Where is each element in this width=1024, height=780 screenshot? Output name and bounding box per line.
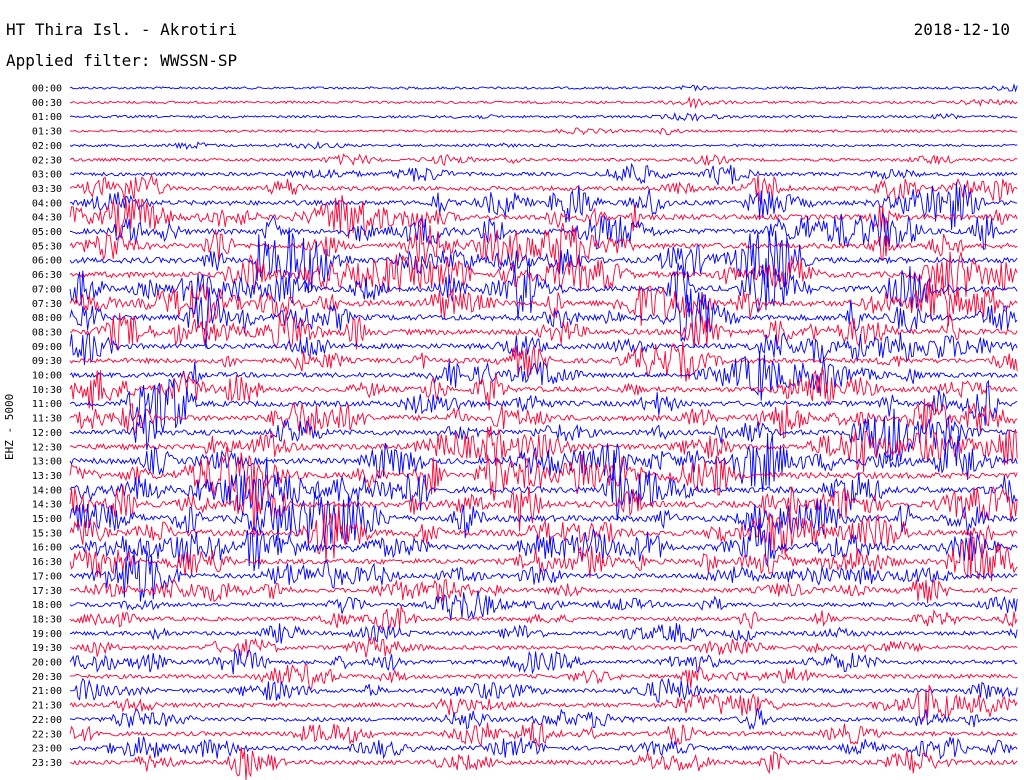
trace-group xyxy=(69,83,1018,780)
row-time-label: 02:30 xyxy=(32,155,62,166)
trace-line xyxy=(69,287,1018,349)
trace-line xyxy=(69,173,1018,206)
row-time-label: 07:30 xyxy=(32,299,62,310)
trace-line xyxy=(69,523,1018,572)
trace-line xyxy=(69,258,1018,320)
trace-line xyxy=(69,663,1018,691)
row-time-label: 22:30 xyxy=(32,729,62,740)
row-time-label: 08:30 xyxy=(32,327,62,338)
date-label: 2018-12-10 xyxy=(913,20,1010,39)
trace-line xyxy=(69,605,1018,630)
row-time-label: 15:30 xyxy=(32,528,62,539)
row-time-label: 12:00 xyxy=(32,428,62,439)
row-time-label: 01:00 xyxy=(32,112,62,123)
trace-line xyxy=(69,227,1018,294)
row-time-label: 16:00 xyxy=(32,543,62,554)
row-time-label: 06:00 xyxy=(32,256,62,267)
row-time-label: 23:30 xyxy=(32,758,62,769)
trace-line xyxy=(69,350,1018,401)
trace-line xyxy=(69,474,1018,538)
trace-line xyxy=(69,491,1018,547)
trace-line xyxy=(69,398,1018,440)
trace-line xyxy=(69,332,1018,365)
row-time-label: 15:00 xyxy=(32,514,62,525)
trace-line xyxy=(69,211,1018,251)
row-time-label: 10:00 xyxy=(32,371,62,382)
trace-line xyxy=(69,648,1018,675)
trace-line xyxy=(69,195,1018,239)
trace-line xyxy=(69,95,1018,110)
trace-line xyxy=(69,406,1018,464)
row-time-label: 16:30 xyxy=(32,557,62,568)
trace-line xyxy=(69,457,1018,521)
row-time-label: 13:30 xyxy=(32,471,62,482)
row-time-label: 00:00 xyxy=(32,84,62,95)
station-title: HT Thira Isl. - Akrotiri xyxy=(6,20,238,39)
row-time-label: 11:00 xyxy=(32,399,62,410)
trace-line xyxy=(69,590,1018,621)
trace-line xyxy=(69,367,1018,411)
row-time-label: 06:30 xyxy=(32,270,62,281)
trace-line xyxy=(69,503,1018,564)
row-time-label: 00:30 xyxy=(32,98,62,109)
row-time-label: 02:00 xyxy=(32,141,62,152)
trace-line xyxy=(69,341,1018,382)
row-time-label: 12:30 xyxy=(32,442,62,453)
row-time-label: 19:00 xyxy=(32,629,62,640)
row-time-label: 01:30 xyxy=(32,127,62,138)
row-time-label: 18:30 xyxy=(32,614,62,625)
trace-line xyxy=(69,181,1018,230)
row-time-label: 22:00 xyxy=(32,715,62,726)
trace-line xyxy=(69,623,1018,644)
trace-line xyxy=(69,83,1018,93)
row-time-label: 05:00 xyxy=(32,227,62,238)
trace-line xyxy=(69,636,1018,658)
trace-line xyxy=(69,378,1018,434)
trace-line xyxy=(69,153,1018,167)
trace-line xyxy=(69,708,1018,731)
row-time-label: 04:30 xyxy=(32,213,62,224)
trace-line xyxy=(69,140,1018,151)
trace-line xyxy=(69,162,1018,187)
row-time-label: 03:30 xyxy=(32,184,62,195)
row-time-label: 07:00 xyxy=(32,284,62,295)
row-time-label: 20:00 xyxy=(32,658,62,669)
row-time-label: 17:30 xyxy=(32,586,62,597)
trace-line xyxy=(69,426,1018,473)
trace-line xyxy=(69,736,1018,760)
trace-line xyxy=(69,275,1018,327)
row-time-label: 23:00 xyxy=(32,744,62,755)
row-time-label: 14:30 xyxy=(32,500,62,511)
row-time-label: 14:00 xyxy=(32,485,62,496)
trace-line xyxy=(69,550,1018,602)
row-time-label: 21:30 xyxy=(32,701,62,712)
trace-line xyxy=(69,111,1018,122)
row-time-label: 05:30 xyxy=(32,241,62,252)
row-time-label: 04:00 xyxy=(32,198,62,209)
trace-line xyxy=(69,746,1018,780)
row-time-label: 19:30 xyxy=(32,643,62,654)
row-time-label: 11:30 xyxy=(32,414,62,425)
trace-line xyxy=(69,677,1018,704)
trace-line xyxy=(69,722,1018,749)
trace-line xyxy=(69,222,1018,272)
row-time-label: 20:30 xyxy=(32,672,62,683)
trace-line xyxy=(69,251,1018,300)
row-time-label: 18:00 xyxy=(32,600,62,611)
trace-line xyxy=(69,685,1018,722)
row-time-label: 09:00 xyxy=(32,342,62,353)
trace-line xyxy=(69,578,1018,604)
row-time-label: 03:00 xyxy=(32,170,62,181)
row-time-label: 09:30 xyxy=(32,356,62,367)
row-time-label: 13:00 xyxy=(32,457,62,468)
filter-label: Applied filter: WWSSN-SP xyxy=(6,51,238,70)
row-time-label: 17:00 xyxy=(32,571,62,582)
trace-line xyxy=(69,536,1018,582)
tick-label-group: 00:00 00:30 01:00 01:30 02:00 02:30 03:00 03:30… xyxy=(32,84,62,769)
row-time-label: 21:00 xyxy=(32,686,62,697)
trace-line xyxy=(69,127,1018,136)
row-time-label: 10:30 xyxy=(32,385,62,396)
row-time-label: 08:00 xyxy=(32,313,62,324)
